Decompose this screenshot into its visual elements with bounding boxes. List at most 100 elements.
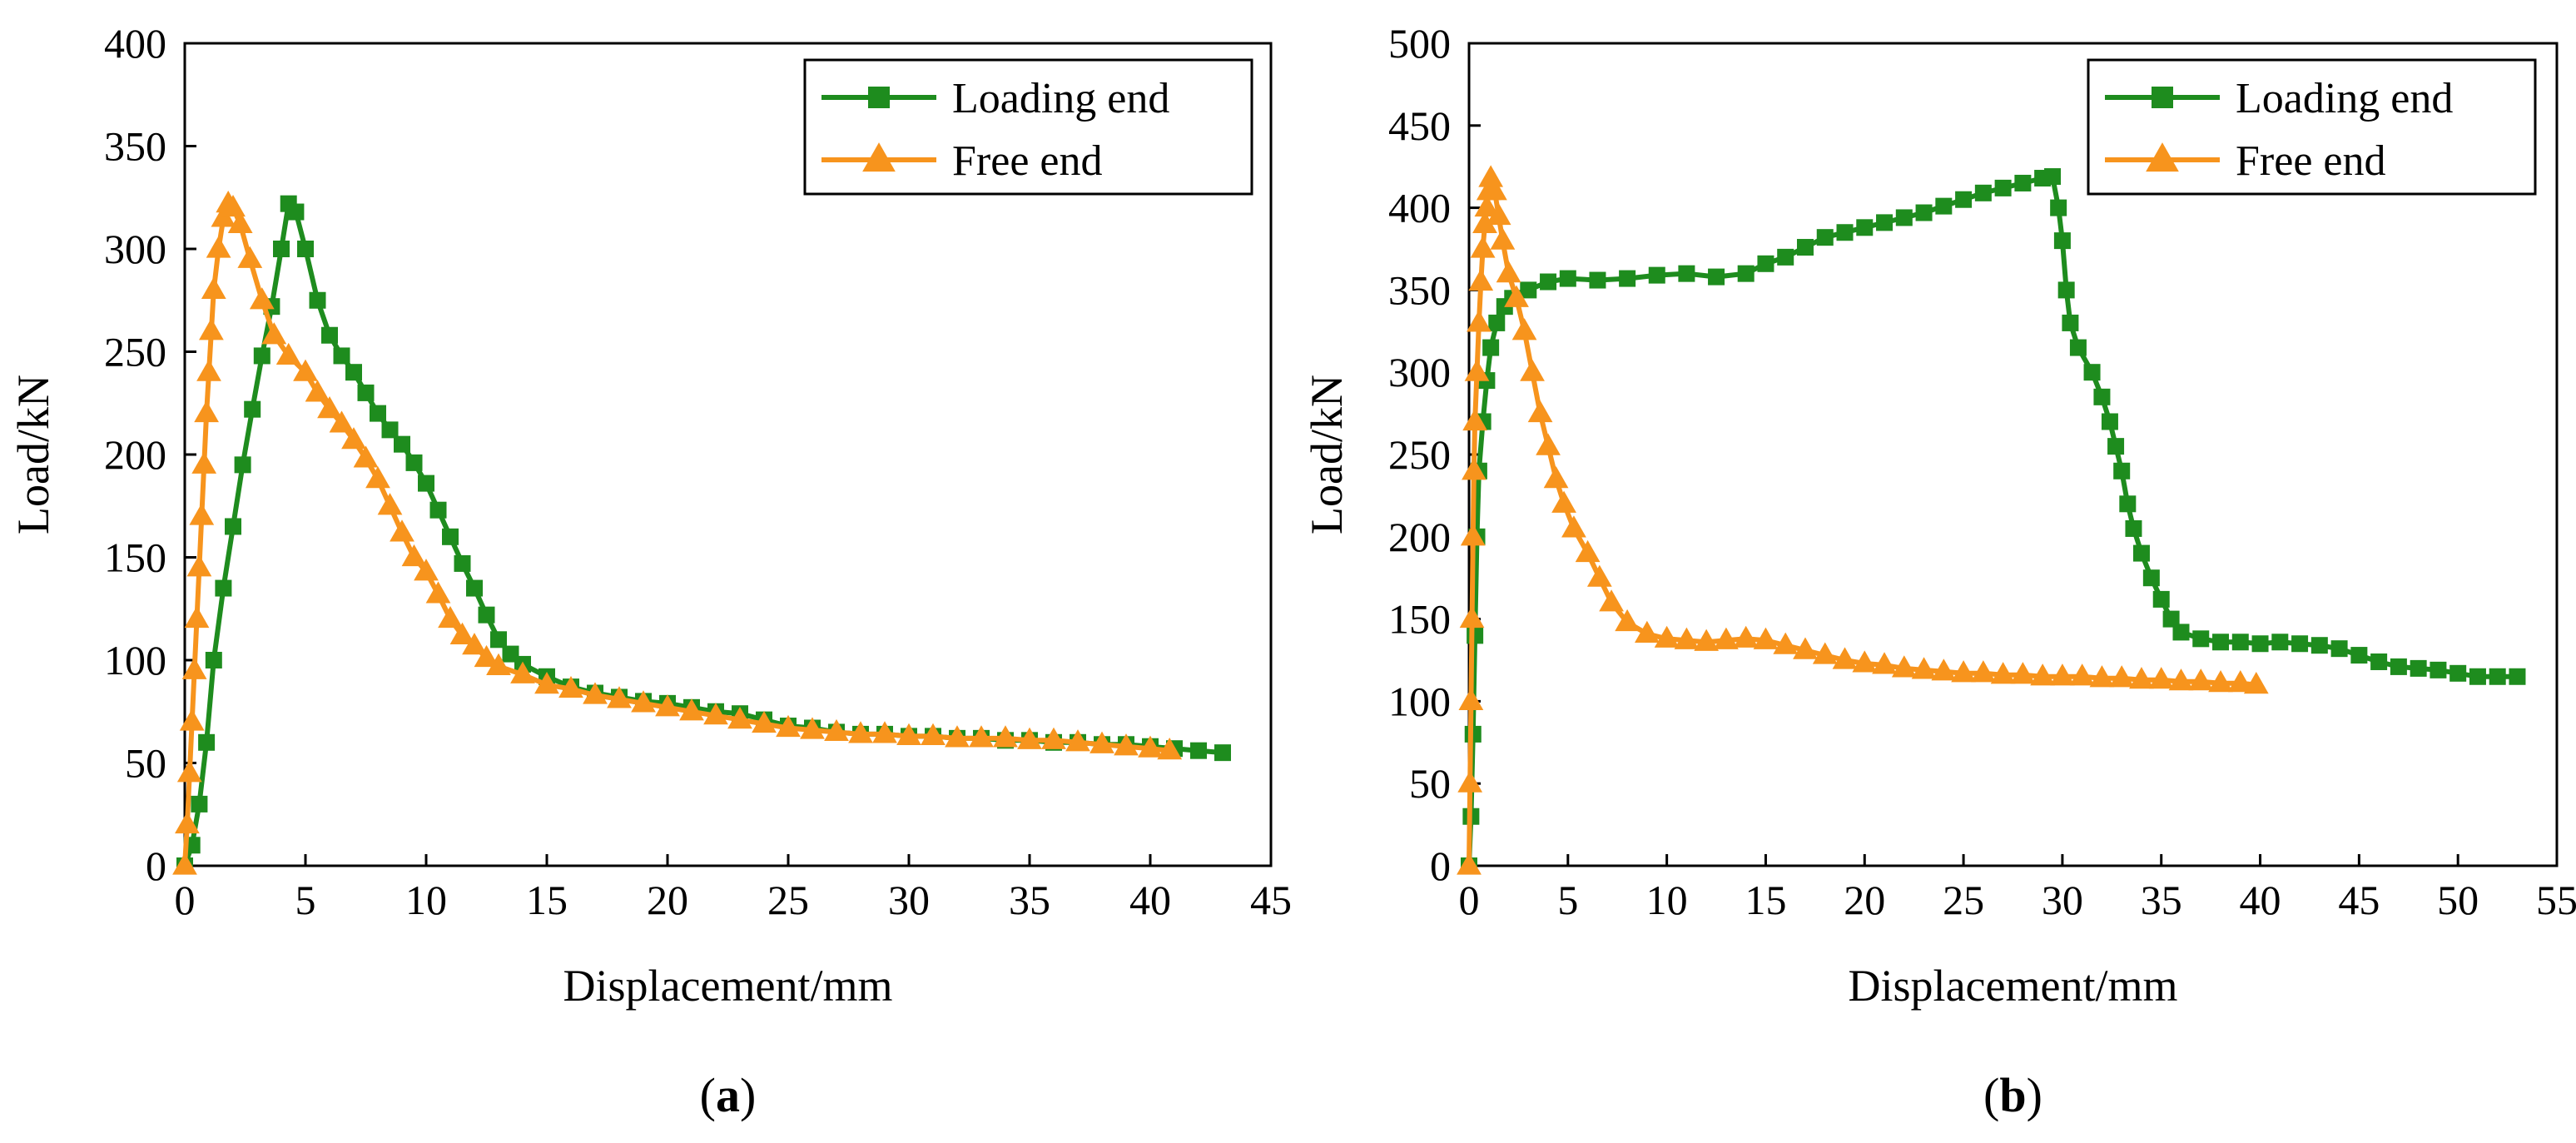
panel-b-series-loading-end-point — [1974, 184, 1992, 201]
panel-a-series-free-end-point — [655, 694, 680, 717]
panel-b-series-free-end-point — [1543, 466, 1569, 489]
panel-a-series-free-end-point — [474, 644, 499, 668]
panel-b: 0 5 10 15 20 25 30 35 40 45 50 55 0 50 100 150 200 250 300… — [1302, 20, 2576, 1122]
panel-a-series-free-end-point — [305, 380, 330, 402]
panel-a-series-free-end-point — [1138, 735, 1163, 758]
panel-a-series-loading-end-point — [297, 241, 314, 257]
panel-b-series-free-end-point — [2129, 667, 2154, 689]
panel-a-series-loading-end-point — [234, 456, 251, 474]
panel-a-series-free-end-point — [462, 633, 487, 655]
panel-b-legend-entry-free-end-label: Free end — [2236, 137, 2385, 185]
panel-a-series-loading-end-point — [273, 241, 290, 257]
panel-a-series-loading-end-point — [309, 291, 326, 309]
panel-b-series-free-end-point — [1832, 647, 1858, 669]
panel-b-series-free-end-point — [1773, 632, 1799, 654]
panel-a-series-free-end-point — [848, 721, 873, 743]
panel-a-series-free-end-point — [1157, 738, 1183, 760]
panel-b-series-loading-end-point — [2050, 199, 2067, 216]
panel-b-series-loading-end-point — [2212, 634, 2230, 651]
panel-a-series-free-end-point — [172, 852, 197, 875]
panel-a-series-free-end-point — [631, 690, 656, 713]
panel-b-x-tick-label: 5 — [1557, 877, 1578, 923]
panel-b-series-free-end-point — [1654, 625, 1680, 648]
panel-a-series-free-end-point — [703, 703, 728, 725]
panel-b-series-loading-end — [1461, 168, 2526, 874]
panel-b-series-loading-end-point — [1915, 204, 1933, 221]
panel-a-y-tick-label: 400 — [104, 20, 166, 67]
panel-b-series-free-end-point — [1496, 261, 1521, 283]
panel-a-series-loading-end-point — [321, 326, 338, 344]
panel-b-y-tick-label: 350 — [1388, 266, 1451, 313]
panel-a-series-loading-end-point — [454, 554, 471, 572]
panel-b-series-loading-end-point — [2310, 637, 2328, 654]
panel-a-legend-entry-free-end-marker — [862, 142, 896, 172]
panel-b-legend-entry-loading-end-marker — [2152, 87, 2173, 108]
panel-b-series-loading-end-point — [1816, 229, 1834, 246]
panel-a-series-free-end-point — [390, 519, 414, 542]
panel-b-series-free-end-point — [1852, 650, 1878, 673]
panel-a-series-loading-end-point — [198, 733, 216, 751]
panel-a-legend: Loading end Free end — [803, 58, 1253, 196]
panel-b-series-loading-end-point — [2113, 462, 2131, 480]
panel-a-series-free-end-point — [206, 236, 231, 258]
panel-b-series-free-end-point — [1753, 627, 1779, 649]
panel-a-series-free-end-line — [182, 201, 1170, 867]
panel-b-series-free-end-point — [1527, 400, 1553, 423]
panel-a-x-tick-label: 5 — [295, 877, 316, 923]
panel-b-series-free-end-point — [1486, 202, 1511, 226]
panel-b-series-free-end-point — [1911, 657, 1937, 679]
panel-b-series-free-end-point — [1511, 318, 1537, 340]
panel-b-series-free-end-point — [1694, 629, 1720, 651]
panel-a-series-free-end-point — [261, 322, 287, 345]
panel-b-series-free-end-point — [2109, 665, 2135, 688]
panel-a-series-free-end-point — [275, 342, 301, 365]
panel-a-series-loading-end-point — [215, 579, 232, 597]
panel-b-x-tick-label: 10 — [1646, 877, 1688, 923]
panel-b-series-free-end-point — [1490, 227, 1516, 250]
panel-b-y-tick-label: 450 — [1388, 102, 1451, 149]
panel-b-y-tick-label: 200 — [1388, 514, 1451, 560]
panel-b-series-free-end-point — [1599, 589, 1624, 612]
panel-b-series-loading-end-point — [1559, 270, 1576, 287]
panel-a-series-free-end-point — [583, 682, 608, 704]
panel-a-y-tick-label: 200 — [104, 431, 166, 478]
panel-a-series-free-end-point — [329, 410, 355, 433]
panel-b-series-loading-end-point — [2107, 438, 2125, 455]
panel-b-series-free-end-point — [1634, 620, 1660, 643]
panel-b-series-loading-end-point — [2062, 314, 2079, 331]
panel-b-series-free-end-point — [1504, 285, 1529, 307]
panel-a-series-loading-end-point — [490, 631, 507, 649]
panel-a-series-free-end-point — [189, 503, 215, 525]
panel-b-series-loading-end-point — [2053, 232, 2071, 250]
panel-a-legend-entry-loading-end-marker — [868, 87, 890, 108]
panel-b-series-loading-end-point — [2390, 658, 2407, 675]
panel-a-x-tick-label: 10 — [405, 877, 447, 923]
panel-b-series-free-end-point — [1615, 609, 1640, 632]
panel-b-series-loading-end-point — [2125, 519, 2142, 537]
panel-b-x-tick-label: 30 — [2042, 877, 2083, 923]
panel-b-x-tick-label: 55 — [2536, 877, 2576, 923]
panel-b-series-free-end-point — [2069, 663, 2095, 686]
panel-a-series-loading-end-point — [442, 528, 459, 545]
panel-a-x-tick-label: 15 — [526, 877, 568, 923]
panel-b-series-loading-end-point — [1520, 281, 1537, 299]
panel-a-x-tick-label: 20 — [647, 877, 688, 923]
panel-a-series-loading-end-point — [429, 501, 447, 519]
panel-b-series-loading-end-point — [2044, 168, 2062, 186]
panel-a-series-loading-end-point — [478, 606, 495, 624]
panel-b-series-loading-end-point — [1876, 214, 1894, 231]
panel-a-series-loading-end-point — [357, 384, 375, 401]
panel-b-series-free-end-point — [1458, 688, 1484, 710]
panel-b-series-free-end-point — [1478, 165, 1504, 187]
panel-b-series-loading-end-point — [2162, 610, 2180, 628]
panel-a-series-loading-end-point — [405, 454, 423, 471]
panel-b-series-free-end-point — [2010, 662, 2036, 684]
panel-b-series-loading-end-point — [2093, 388, 2111, 405]
panel-b-x-tick-label: 25 — [1943, 877, 1984, 923]
panel-a-legend-entry-loading-end-label: Loading end — [952, 75, 1169, 122]
panel-a-series-free-end-point — [945, 725, 970, 748]
panel-a-series-free-end-point — [227, 211, 253, 233]
panel-b-series-free-end-point — [2188, 668, 2214, 691]
panel-b-series-loading-end-point — [2142, 569, 2160, 587]
panel-a-series-free-end-point — [558, 675, 583, 698]
